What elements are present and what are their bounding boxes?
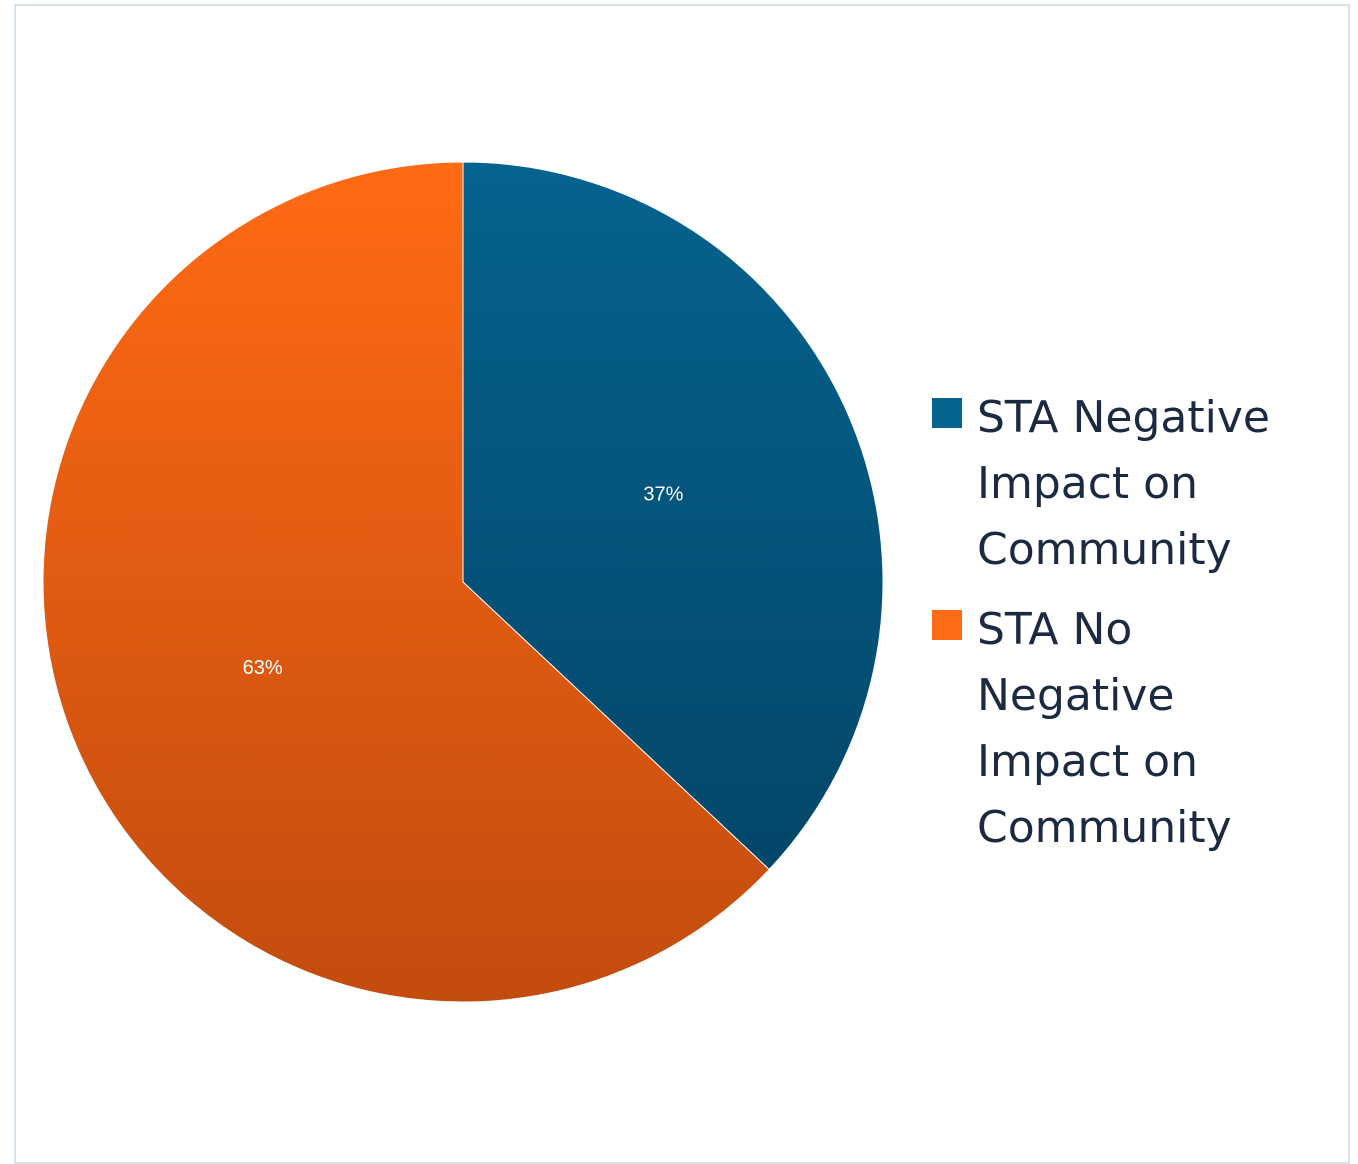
legend-swatch-no-negative-impact <box>932 610 962 640</box>
legend-item-negative-impact: STA Negative Impact on Community <box>932 385 1342 583</box>
legend-label-no-negative-impact: STA No Negative Impact on Community <box>977 604 1232 853</box>
data-label-no-negative-impact: 63% <box>243 657 283 679</box>
legend-swatch-negative-impact <box>932 398 962 428</box>
data-label-negative-impact: 37% <box>643 484 683 506</box>
pie-slice-negative-impact <box>462 161 884 871</box>
legend-label-negative-impact: STA Negative Impact on Community <box>977 392 1270 575</box>
legend-item-no-negative-impact: STA No Negative Impact on Community <box>932 597 1342 861</box>
chart-legend: STA Negative Impact on Community STA No … <box>932 385 1342 875</box>
pie-slice-no-negative-impact <box>42 161 770 1003</box>
